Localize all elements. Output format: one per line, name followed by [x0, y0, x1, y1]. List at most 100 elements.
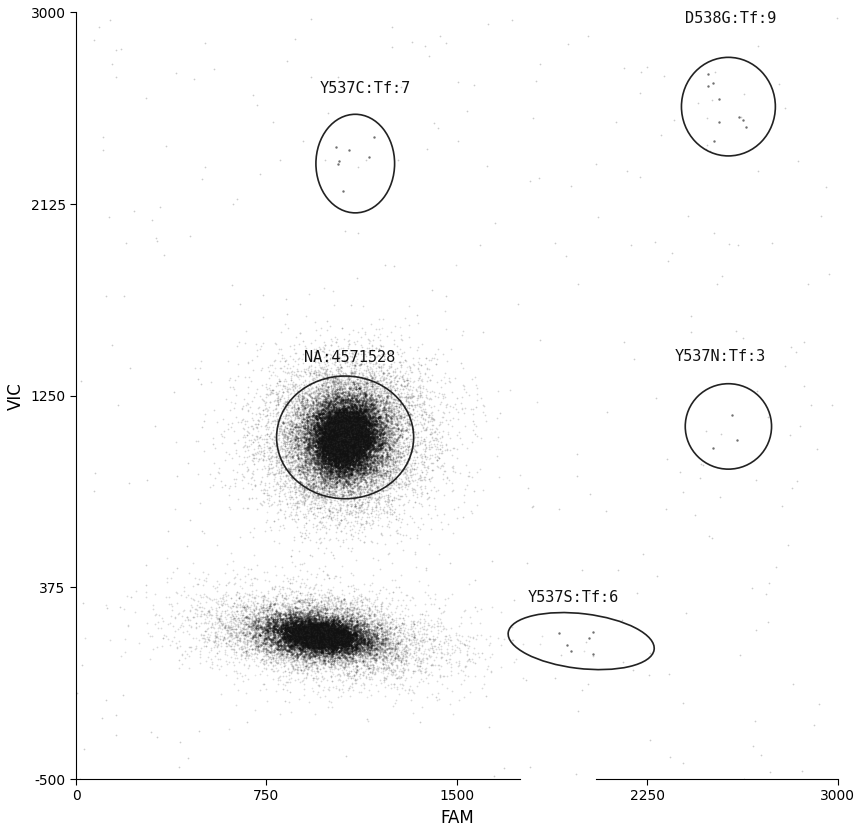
Point — [293, 327, 307, 340]
Point — [333, 445, 347, 458]
Point — [367, 460, 381, 473]
Point — [314, 624, 328, 637]
Point — [281, 662, 294, 676]
Point — [302, 641, 316, 654]
Point — [258, 599, 272, 612]
Point — [296, 626, 310, 639]
Point — [327, 453, 341, 466]
Point — [400, 425, 413, 438]
Point — [351, 641, 365, 654]
Point — [319, 466, 333, 480]
Point — [294, 438, 307, 451]
Point — [348, 443, 362, 456]
Point — [309, 623, 323, 636]
Point — [340, 430, 354, 443]
Point — [396, 632, 410, 646]
Point — [344, 431, 358, 445]
Point — [325, 411, 339, 425]
Point — [615, 656, 629, 669]
Point — [376, 613, 390, 626]
Point — [371, 425, 385, 439]
Point — [278, 621, 292, 635]
Point — [263, 626, 277, 639]
Point — [278, 626, 292, 640]
Point — [378, 383, 392, 396]
Point — [324, 333, 338, 346]
Point — [295, 389, 309, 403]
Point — [352, 404, 366, 418]
Point — [317, 442, 331, 455]
Point — [356, 425, 369, 439]
Point — [332, 631, 346, 645]
Point — [304, 625, 318, 638]
Point — [309, 636, 323, 649]
Point — [340, 413, 354, 426]
Point — [355, 510, 369, 524]
Point — [336, 443, 350, 456]
Point — [376, 397, 390, 410]
Point — [317, 625, 331, 638]
Point — [388, 479, 402, 492]
Point — [321, 442, 335, 455]
Point — [357, 423, 371, 436]
Point — [304, 635, 318, 648]
Point — [380, 465, 393, 478]
Point — [319, 460, 333, 473]
Point — [265, 636, 279, 649]
Point — [362, 415, 375, 429]
Point — [328, 463, 342, 476]
Point — [306, 508, 319, 521]
Point — [322, 631, 336, 644]
Point — [307, 633, 321, 646]
Point — [246, 598, 260, 611]
Point — [325, 428, 339, 441]
Point — [256, 607, 269, 620]
Point — [349, 446, 362, 460]
Point — [387, 621, 401, 635]
Point — [337, 434, 350, 447]
Point — [319, 443, 333, 456]
Point — [337, 434, 350, 447]
Point — [344, 429, 357, 442]
Point — [352, 453, 366, 466]
Point — [339, 377, 353, 390]
Point — [325, 445, 339, 459]
Point — [319, 440, 333, 454]
Point — [310, 392, 324, 405]
Point — [353, 651, 367, 664]
Point — [301, 413, 315, 426]
Point — [315, 469, 329, 482]
Point — [299, 612, 313, 626]
Point — [305, 624, 319, 637]
Point — [359, 384, 373, 397]
Point — [260, 626, 274, 639]
Point — [319, 444, 333, 457]
Point — [338, 406, 352, 420]
Point — [239, 610, 253, 624]
Point — [303, 651, 317, 665]
Point — [359, 485, 373, 499]
Point — [318, 626, 331, 640]
Point — [303, 431, 317, 445]
Point — [364, 408, 378, 421]
Point — [339, 637, 353, 651]
Point — [341, 437, 355, 450]
Point — [325, 620, 338, 634]
Point — [339, 433, 353, 446]
Point — [335, 422, 349, 435]
Point — [307, 630, 321, 643]
Point — [306, 433, 319, 446]
Point — [348, 424, 362, 437]
Point — [324, 394, 338, 408]
Point — [257, 623, 270, 636]
Point — [300, 433, 314, 446]
Point — [325, 443, 339, 456]
Point — [308, 435, 322, 448]
Point — [393, 450, 406, 464]
Point — [330, 447, 344, 460]
Point — [325, 449, 339, 462]
Point — [338, 628, 352, 641]
Point — [313, 639, 326, 652]
Point — [347, 421, 361, 435]
Point — [318, 630, 331, 643]
